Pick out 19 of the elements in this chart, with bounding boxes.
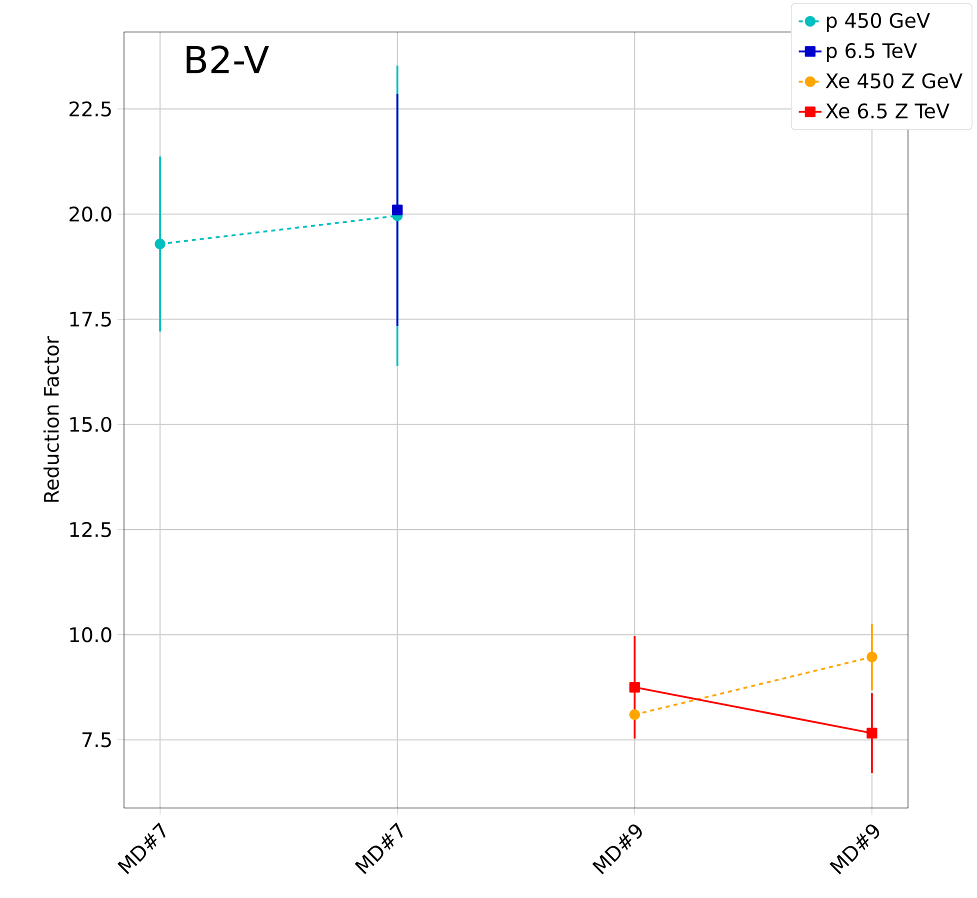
- y-tick-label: 15.0: [70, 416, 112, 432]
- point: [866, 652, 878, 662]
- y-tick-label: 12.5: [70, 522, 111, 538]
- point: [392, 204, 403, 216]
- legend-label: Xe 450 Z GeV: [826, 73, 962, 88]
- y-tick-label: 20.0: [70, 206, 112, 222]
- legend-label: p 450 GeV: [826, 12, 930, 32]
- y-tick-label: 22.5: [70, 101, 111, 117]
- y-axis-title: Reduction Factor: [43, 336, 59, 502]
- annotation: B2-V: [186, 45, 269, 74]
- point: [629, 682, 640, 693]
- legend-label: Xe 6.5 Z TeV: [826, 103, 950, 119]
- y-tick-label: 10.0: [70, 627, 112, 642]
- point: [154, 238, 166, 250]
- point: [866, 728, 878, 738]
- point: [629, 709, 640, 720]
- y-tick-label: 7.5: [82, 732, 111, 748]
- y-tick-label: 17.5: [70, 312, 111, 327]
- legend-label: p 6.5 TeV: [826, 43, 918, 62]
